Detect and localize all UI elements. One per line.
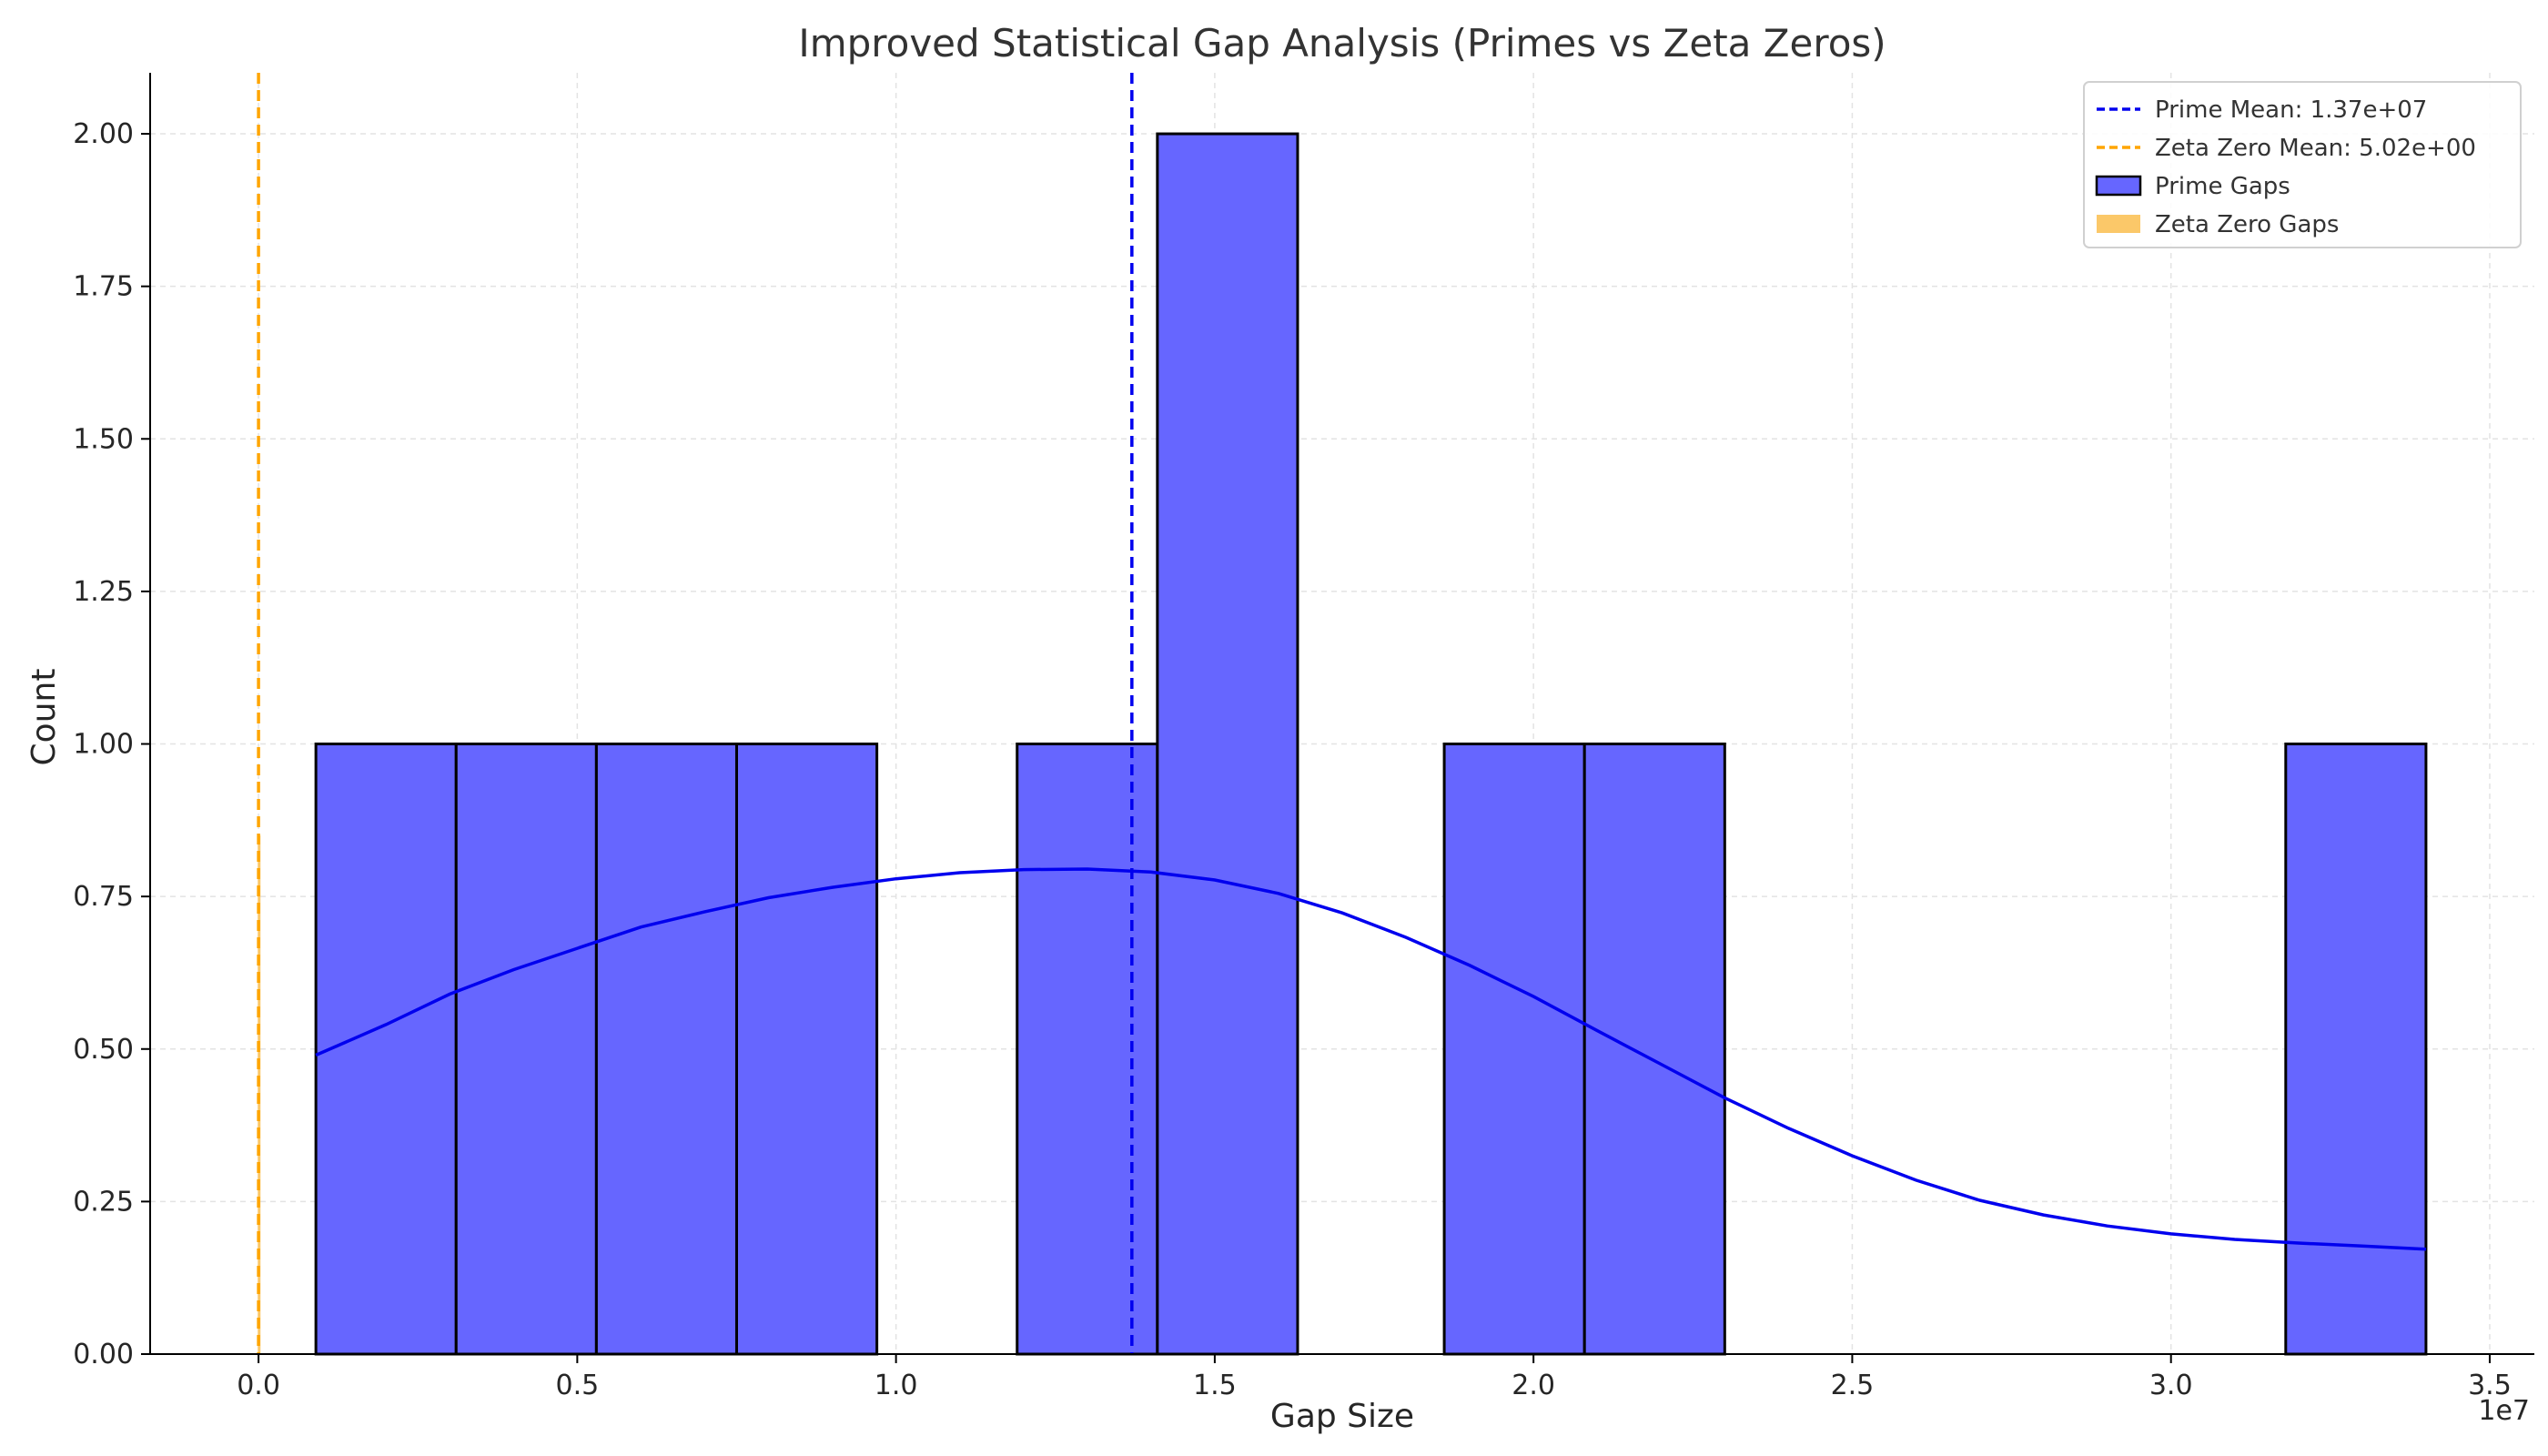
prime-gap-bar bbox=[1582, 743, 1726, 1356]
legend-box bbox=[2083, 81, 2522, 248]
x-tick-label: 0.5 bbox=[555, 1370, 599, 1401]
x-axis-label: Gap Size bbox=[1270, 1398, 1414, 1435]
y-tick-label: 0.00 bbox=[73, 1339, 134, 1370]
prime-gap-bar bbox=[454, 743, 598, 1356]
prime-gap-bar bbox=[314, 743, 458, 1356]
y-tick-label: 0.75 bbox=[73, 881, 134, 913]
legend-label: Prime Gaps bbox=[2155, 173, 2290, 200]
x-axis-offset-label: 1e7 bbox=[2478, 1395, 2530, 1427]
x-tick-label: 3.0 bbox=[2149, 1370, 2193, 1401]
y-tick-label: 0.50 bbox=[73, 1034, 134, 1066]
x-tick-label: 2.5 bbox=[1831, 1370, 1875, 1401]
prime-kde-line bbox=[315, 867, 2426, 1251]
legend-label: Zeta Zero Mean: 5.02e+00 bbox=[2155, 135, 2476, 162]
histogram-bars bbox=[258, 132, 2428, 1356]
plot-lines bbox=[257, 73, 2426, 1354]
legend-patch-swatch bbox=[2097, 215, 2140, 233]
y-tick-label: 0.25 bbox=[73, 1186, 134, 1218]
legend-patch-swatch bbox=[2095, 175, 2142, 197]
y-tick-label: 1.50 bbox=[73, 423, 134, 455]
x-tick-label: 0.0 bbox=[237, 1370, 280, 1401]
prime-gap-bar bbox=[2284, 743, 2428, 1356]
y-tick-label: 1.00 bbox=[73, 729, 134, 761]
x-tick-label: 3.5 bbox=[2468, 1370, 2512, 1401]
x-tick-label: 1.5 bbox=[1193, 1370, 1237, 1401]
x-tick-label: 1.0 bbox=[875, 1370, 918, 1401]
prime-gap-bar bbox=[734, 743, 879, 1356]
prime-gap-bar bbox=[1442, 743, 1586, 1356]
legend: Prime Mean: 1.37e+07 Zeta Zero Mean: 5.02… bbox=[2083, 81, 2522, 248]
chart-title: Improved Statistical Gap Analysis (Prime… bbox=[798, 21, 1886, 66]
legend-label: Zeta Zero Gaps bbox=[2155, 211, 2339, 238]
y-tick-label: 1.75 bbox=[73, 271, 134, 303]
y-tick-label: 1.25 bbox=[73, 576, 134, 608]
y-tick-label: 2.00 bbox=[73, 118, 134, 150]
prime-gap-bar bbox=[594, 743, 738, 1356]
legend-label: Prime Mean: 1.37e+07 bbox=[2155, 96, 2427, 124]
prime-gap-bar bbox=[1016, 743, 1159, 1356]
prime-gap-bar bbox=[1156, 132, 1299, 1356]
x-tick-label: 2.0 bbox=[1512, 1370, 1555, 1401]
y-axis-label: Count bbox=[25, 669, 63, 766]
axes: 0.0 0.5 1.0 1.5 2.0 2.5 3.0 3.5 0.00 0.25 0.50 0.75… bbox=[73, 73, 2534, 1401]
